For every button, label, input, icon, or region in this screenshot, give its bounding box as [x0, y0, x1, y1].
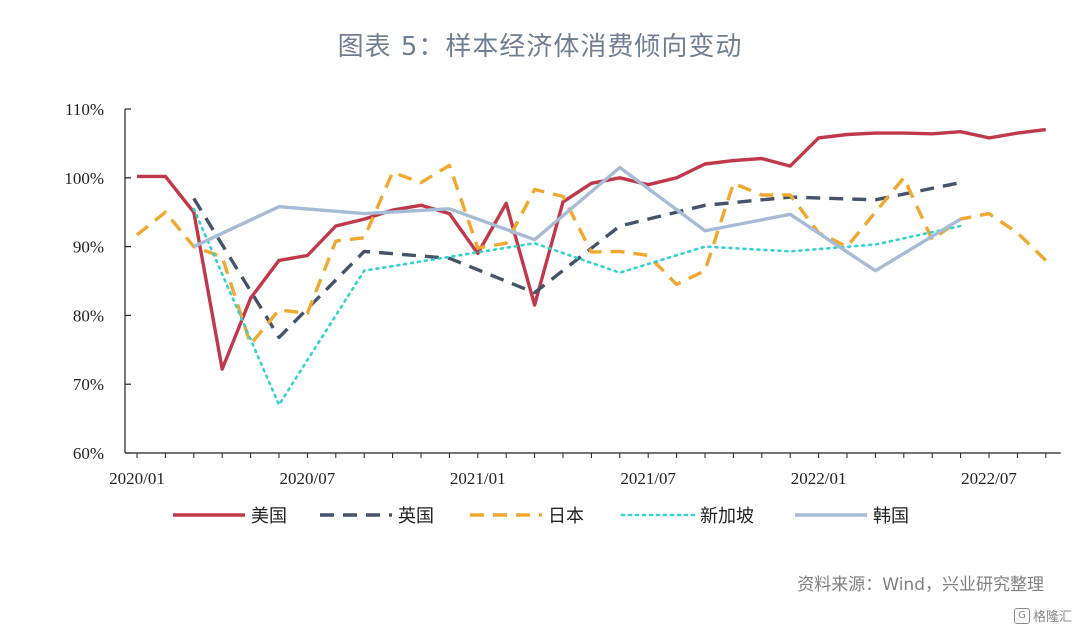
chart-axes: 60% 70% 80% 90% 100% 110% 2020/01 2020/07 2021/0…: [64, 100, 1061, 488]
chart-title: 图表 5：样本经济体消费倾向变动: [337, 32, 743, 62]
chart: 60% 70% 80% 90% 100% 110% 2020/01 2020/07 2021/0…: [64, 100, 1061, 527]
chart-legend: 美国 英国 日本 新加坡 韩国: [173, 506, 909, 527]
x-tick-label: 2020/07: [280, 469, 336, 488]
x-tick-label: 2022/01: [791, 469, 847, 488]
y-tick-label: 110%: [65, 100, 104, 119]
chart-series: [135, 127, 1047, 407]
x-tick-label: 2021/01: [450, 469, 506, 488]
watermark-logo-icon: G: [1013, 607, 1030, 624]
legend-label-4: 韩国: [873, 506, 909, 527]
series-line-0: [137, 127, 1047, 371]
legend-label-2: 日本: [548, 506, 584, 527]
watermark: G 格隆汇: [1013, 606, 1072, 625]
legend-label-3: 新加坡: [700, 506, 754, 527]
y-tick-label: 70%: [73, 375, 104, 394]
x-tick-label: 2021/07: [620, 469, 676, 488]
y-tick-label: 90%: [73, 238, 104, 257]
y-tick-label: 80%: [73, 306, 104, 325]
y-tick-label: 100%: [64, 169, 104, 188]
x-tick-label: 2020/01: [109, 469, 165, 488]
source-note: 资料来源：Wind，兴业研究整理: [797, 575, 1044, 595]
series-line-1: [192, 180, 961, 340]
series-line-2: [135, 163, 1047, 346]
y-tick-label: 60%: [73, 444, 104, 463]
x-tick-label: 2022/07: [961, 469, 1017, 488]
series-line-4: [193, 165, 962, 273]
series-line-3: [192, 207, 962, 407]
legend-label-1: 英国: [398, 506, 434, 527]
watermark-text: 格隆汇: [1032, 610, 1072, 625]
legend-label-0: 美国: [251, 506, 287, 527]
